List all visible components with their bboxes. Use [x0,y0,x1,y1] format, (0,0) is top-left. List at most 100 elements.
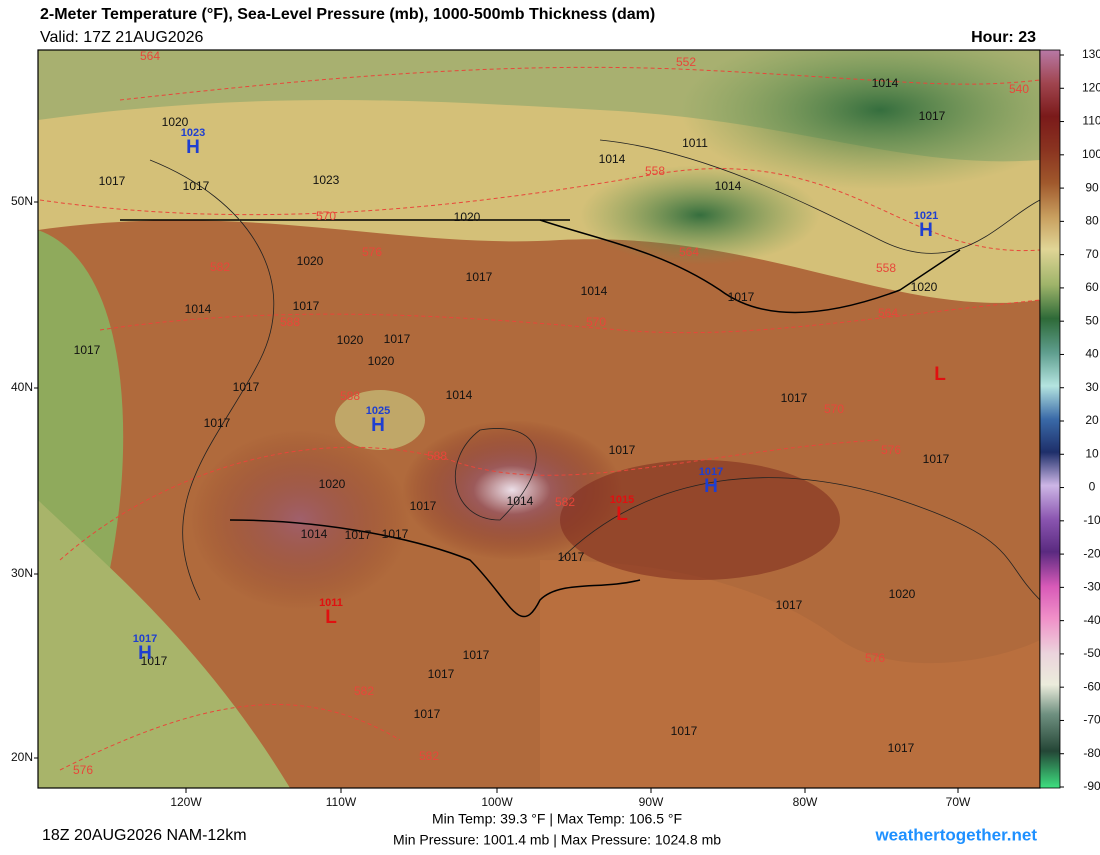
colorbar-label: 100 [1082,147,1100,161]
isobar-label: 1017 [414,707,441,721]
isobar-label: 1020 [337,333,364,347]
isobar-label: 1017 [558,550,585,564]
isobar-label: 1017 [233,380,260,394]
isobar-label: 1017 [466,270,493,284]
isobar-label: 1017 [384,332,411,346]
isobar-label: 1017 [410,499,437,513]
isobar-label: 1017 [923,452,950,466]
site-link: weathertogether.net [874,825,1037,844]
lon-label: 90W [639,795,664,809]
isobar-label: 1020 [368,354,395,368]
forecast-hour: Hour: 23 [971,29,1036,46]
colorbar-label: 130 [1082,47,1100,61]
thickness-label: 588 [340,389,360,403]
isobar-label: 1020 [319,477,346,491]
thickness-label: 540 [1009,82,1029,96]
isobar-label: 1017 [345,528,372,542]
colorbar-label: -10 [1083,513,1100,527]
colorbar-label: -30 [1083,580,1100,594]
isobar-label: 1017 [382,527,409,541]
center-pressure: 1017 [699,466,723,478]
colorbar-label: 90 [1085,180,1099,194]
center-pressure: 1017 [133,633,157,645]
isobar-label: 1017 [463,648,490,662]
isobar-label: 1017 [428,667,455,681]
isobar-label: 1017 [776,598,803,612]
isobar-label: 1014 [715,179,742,193]
colorbar-label: 10 [1085,446,1099,460]
isobar-label: 1017 [99,174,126,188]
isobar-label: 1017 [293,299,320,313]
colorbar-label: 80 [1085,214,1099,228]
isobar-label: 1020 [889,587,916,601]
pressure-center: H [138,643,152,664]
title: 2-Meter Temperature (°F), Sea-Level Pres… [40,6,655,23]
thickness-label: 570 [316,209,336,223]
lat-label: 30N [11,566,33,580]
colorbar-label: -70 [1083,713,1100,727]
pressure-range: Min Pressure: 1001.4 mb | Max Pressure: … [393,832,721,848]
thickness-label: 570 [586,315,606,329]
colorbar-label: 40 [1085,347,1099,361]
thickness-label: 564 [878,306,898,320]
thickness-label: 576 [73,763,93,777]
center-pressure: 1025 [366,405,390,417]
isobar-label: 1014 [872,76,899,90]
isobar-label: 1017 [888,741,915,755]
thickness-label: 576 [362,245,382,259]
center-pressure: 1015 [610,494,634,506]
thickness-label: 588 [427,449,447,463]
center-pressure: 1023 [181,127,205,139]
thickness-label: 582 [210,260,230,274]
pressure-center: H [919,220,933,241]
lon-label: 100W [481,795,513,809]
thickness-label: 552 [676,55,696,69]
isobar-label: 1020 [162,115,189,129]
colorbar-label: 30 [1085,380,1099,394]
pressure-center: L [616,504,628,525]
isobar-label: 1017 [74,343,101,357]
map-field [38,50,1040,788]
thickness-label: 564 [140,49,160,63]
model-run: 18Z 20AUG2026 NAM-12km [42,827,247,844]
lon-label: 110W [326,795,357,809]
thickness-label: 558 [645,164,665,178]
thickness-label: 558 [876,261,896,275]
colorbar-label: -80 [1083,746,1100,760]
isobar-label: 1020 [911,280,938,294]
colorbar [1039,49,1061,789]
pressure-center: L [934,364,946,385]
isobar-label: 1017 [141,654,168,668]
isobar-label: 1014 [185,302,212,316]
colorbar-label: 60 [1085,280,1099,294]
isobar-label: 1014 [446,388,473,402]
isobar-label: 1020 [454,210,481,224]
colorbar-label: -90 [1083,779,1100,793]
thickness-label: 564 [679,245,699,259]
isobar-label: 1017 [919,109,946,123]
isobar-label: 1011 [682,136,708,150]
thickness-label: 582 [419,749,439,763]
colorbar-label: 0 [1089,480,1096,494]
isobar-label: 1017 [728,290,755,304]
center-pressure: 1011 [319,597,343,609]
isobar-label: 1014 [599,152,626,166]
thickness-label: 576 [881,443,901,457]
center-pressure: 1021 [914,210,938,222]
pressure-center: H [186,137,200,158]
thickness-label: 576 [865,651,885,665]
colorbar-label: 50 [1085,313,1099,327]
colorbar-label: -20 [1083,546,1100,560]
colorbar-label: 110 [1082,114,1100,128]
isobar-label: 1017 [671,724,698,738]
isobar-label: 1014 [581,284,608,298]
lon-label: 80W [793,795,818,809]
temp-range: Min Temp: 39.3 °F | Max Temp: 106.5 °F [432,811,682,827]
colorbar-label: 120 [1082,80,1100,94]
valid-time: Valid: 17Z 21AUG2026 [40,29,203,46]
isobar-label: 1014 [507,494,534,508]
isobar-label: 1017 [781,391,808,405]
colorbar-label: 70 [1085,247,1099,261]
